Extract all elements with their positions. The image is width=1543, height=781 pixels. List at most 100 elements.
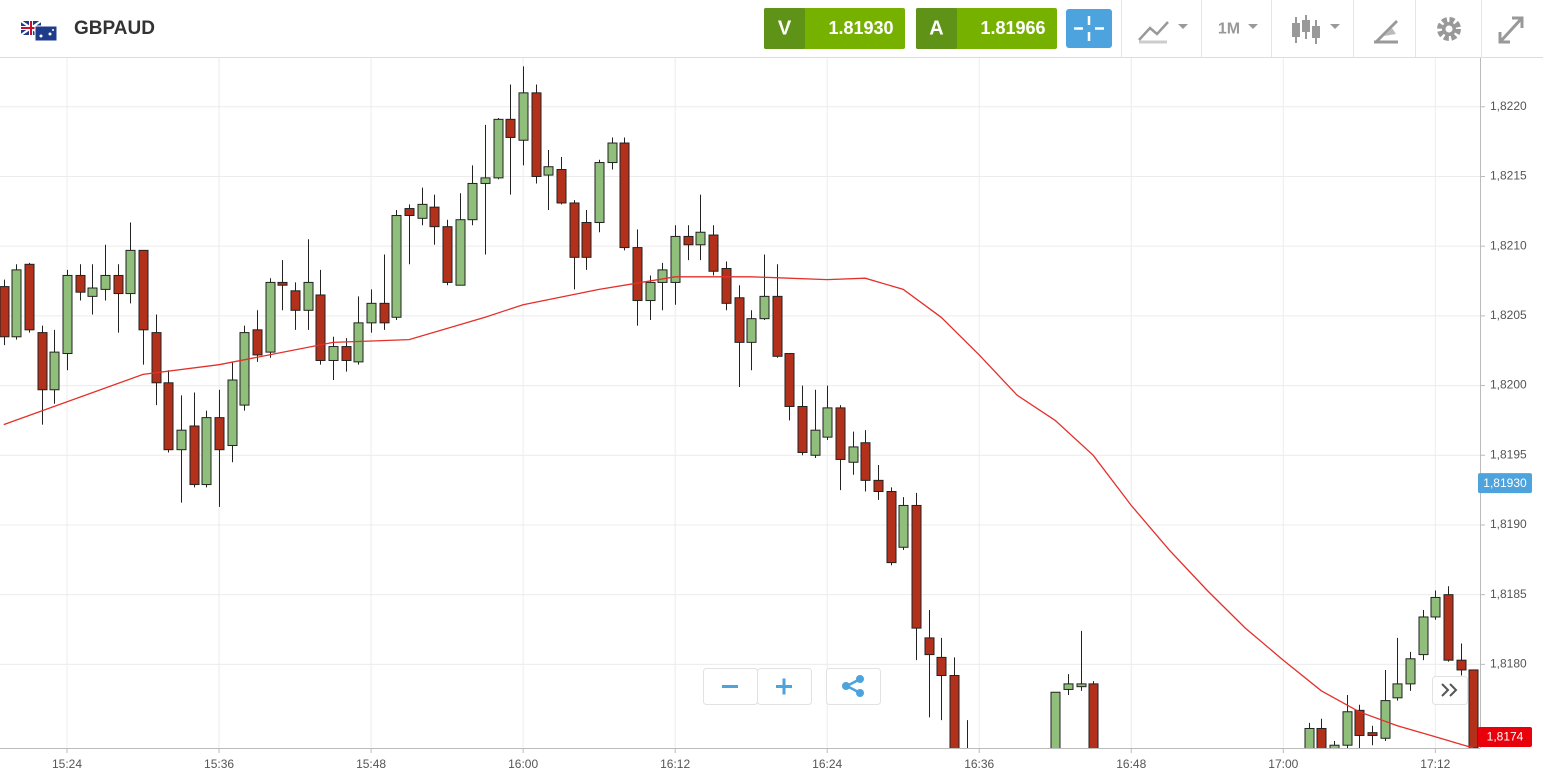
candle-body [467,182,478,221]
x-tick-label: 16:24 [812,757,842,771]
candle-body [201,417,212,486]
x-tick-label: 16:00 [508,757,538,771]
candle-body [632,247,643,302]
candle-body [277,281,288,286]
candle-body [125,249,136,295]
candle-body [1304,727,1315,748]
candle-body [417,203,428,219]
candle-body [1367,732,1378,736]
candle-body [721,267,732,304]
candle-body [252,329,263,356]
candle-body [898,504,909,548]
candle-body [860,442,871,481]
candle-style-button[interactable] [1292,15,1340,44]
candle-body [949,675,960,748]
candle-body [11,269,22,338]
buy-button[interactable]: A 1.81966 [916,8,1057,49]
candle-body [404,208,415,217]
candle-body [328,346,339,361]
candle-body [797,405,808,453]
flag [20,20,58,42]
candle-body [531,92,542,177]
settings-button[interactable] [1437,17,1461,41]
candle-body [37,332,48,391]
candle-body [695,231,706,246]
grid [0,58,1480,748]
candle-body [734,297,745,343]
candle-body [518,92,529,141]
zoom-out-button[interactable] [703,668,758,705]
candle-body [1050,691,1061,748]
x-tick-label: 16:36 [964,757,994,771]
candle-body [24,263,35,331]
moving-average-line [3,276,1474,748]
y-tick-label: 1,8190 [1490,517,1527,531]
candle-body [151,332,162,384]
fullscreen-button[interactable] [1498,16,1524,44]
share-button[interactable] [826,668,881,705]
candle-body [1088,683,1099,748]
candle-body [873,479,884,493]
candle-body [784,353,795,407]
candle-body [886,491,897,564]
buy-label: A [929,17,943,39]
candle-body [1405,658,1416,685]
crosshair-button[interactable] [1066,9,1112,48]
y-tick-label: 1,8200 [1490,378,1527,392]
candle-body [303,281,314,311]
y-tick-label: 1,8195 [1490,447,1527,461]
candle-body [239,332,250,406]
candle-body [391,215,402,318]
y-tick-label: 1,8185 [1490,587,1527,601]
candle-body [619,142,630,249]
x-tick-label: 17:12 [1420,757,1450,771]
candle-body [505,118,516,138]
y-tick-label: 1,8220 [1490,99,1527,113]
y-tick-label: 1,8215 [1490,169,1527,183]
candle-body [176,429,187,451]
x-tick-label: 15:36 [204,757,234,771]
candle-body [1418,616,1429,656]
candle-body [49,351,60,391]
candle-body [265,281,276,353]
draw-button[interactable] [1374,20,1398,44]
plot-area [0,66,1479,748]
zoom-controls [703,668,1468,705]
candle-body [1354,709,1365,736]
candle-body [1468,669,1479,748]
sell-button[interactable]: V 1.81930 [764,8,905,49]
candle-body [1342,711,1353,746]
zoom-in-button[interactable] [757,668,812,705]
y-tick-label: 1,8180 [1490,657,1527,671]
candle-body [87,287,98,297]
candle-body [493,118,504,179]
candle-body [1076,683,1087,688]
candle-body [0,286,10,338]
candle-body [379,302,390,324]
chart-type-button[interactable] [1138,21,1188,44]
candle-body [1456,659,1467,671]
candle-body [290,290,301,311]
candle-body [341,346,352,361]
candle-body [581,221,592,258]
price-tag [1478,727,1532,747]
candle-body [1430,596,1441,618]
candle-body [543,166,554,176]
candle-body [670,235,681,283]
candle-body [442,226,453,283]
candle-body [645,281,656,302]
candle-body [1329,744,1340,748]
scroll-right-button[interactable] [1432,676,1468,705]
x-tick-label: 15:24 [52,757,82,771]
timeframe-button[interactable]: 1M [1218,21,1258,38]
candle-body [113,274,124,295]
candle-body [556,169,567,204]
sell-price: 1.81930 [828,18,893,38]
candle-body [1443,594,1454,661]
candle-body [822,407,833,438]
candle-body [62,274,73,355]
price-tag [1478,473,1532,494]
candle-body [848,446,859,463]
candle-body [189,425,200,486]
candle-body [683,235,694,246]
